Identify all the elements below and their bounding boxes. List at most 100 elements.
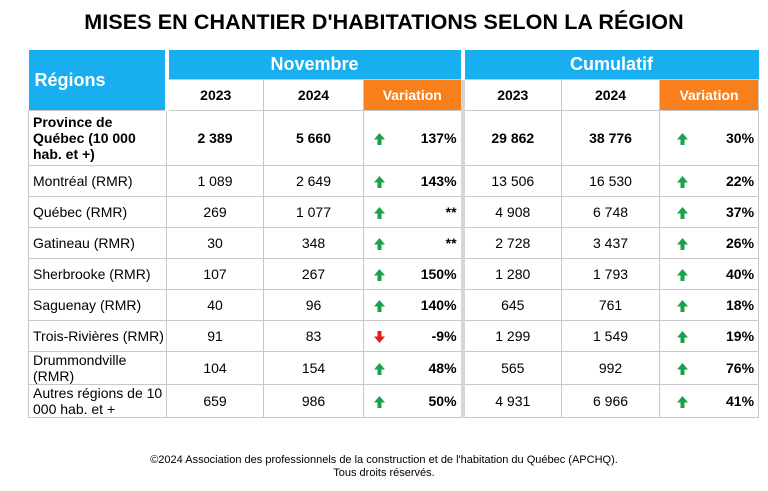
nov-2023-value: 2 389	[166, 110, 264, 166]
cum-variation-value: 41%	[704, 384, 760, 418]
header-nov-variation: Variation	[362, 79, 465, 111]
nov-2024-value: 5 660	[263, 110, 364, 166]
arrow-up-icon	[363, 289, 395, 321]
nov-2023-value: 40	[166, 289, 264, 321]
region-name: Trois-Rivières (RMR)	[28, 320, 167, 352]
cum-2023-value: 29 862	[462, 110, 563, 166]
cum-variation-value: 19%	[704, 320, 760, 352]
cum-2023-value: 4 908	[462, 196, 563, 228]
table-row: Sherbrooke (RMR) 107 267 150% 1 280 1 793 40%	[28, 258, 760, 290]
arrow-up-icon	[363, 196, 395, 228]
cum-2023-value: 4 931	[462, 384, 563, 418]
region-name: Autres régions de 10 000 hab. et +	[28, 384, 167, 418]
nov-2023-value: 91	[166, 320, 264, 352]
arrow-up-icon	[363, 110, 395, 166]
arrow-up-icon	[659, 110, 705, 166]
nov-2024-value: 267	[263, 258, 364, 290]
cum-2023-value: 565	[462, 351, 563, 385]
header-cum-variation: Variation	[659, 79, 760, 111]
copyright-line: ©2024 Association des professionnels de …	[150, 454, 618, 466]
page-title: MISES EN CHANTIER D'HABITATIONS SELON LA…	[84, 10, 684, 34]
cum-2024-value: 1 793	[561, 258, 661, 290]
copyright-footer: ©2024 Association des professionnels de …	[0, 454, 768, 480]
table-row: Autres régions de 10 000 hab. et +659 986…	[28, 384, 760, 418]
nov-variation-value: 150%	[394, 258, 465, 290]
arrow-up-icon	[659, 227, 705, 259]
region-name: Gatineau (RMR)	[28, 227, 167, 259]
nov-variation-value: 48%	[394, 351, 465, 385]
region-name: Québec (RMR)	[28, 196, 167, 228]
header-cum-2024: 2024	[561, 79, 661, 111]
cum-variation-value: 30%	[704, 110, 760, 166]
header-regions: Régions	[28, 50, 169, 111]
nov-variation-value: 50%	[394, 384, 465, 418]
table-row: Drummondville (RMR) 104 154 48% 565 992 76%	[28, 351, 760, 385]
cum-2024-value: 16 530	[561, 165, 661, 197]
table-row: Province de Québec (10 000 hab. et +) 2 3…	[28, 110, 760, 166]
cum-2023-value: 1 280	[462, 258, 563, 290]
table-body: Province de Québec (10 000 hab. et +) 2 3…	[28, 110, 760, 418]
nov-variation-value: 137%	[394, 110, 465, 166]
nov-2023-value: 107	[166, 258, 264, 290]
arrow-up-icon	[659, 258, 705, 290]
header-nov-2023: 2023	[166, 79, 264, 111]
nov-2024-value: 83	[263, 320, 364, 352]
nov-variation-value: **	[394, 227, 465, 259]
nov-2023-value: 659	[166, 384, 264, 418]
nov-2024-value: 2 649	[263, 165, 364, 197]
arrow-up-icon	[659, 196, 705, 228]
table-row: Montréal (RMR) 1 089 2 649 143% 13 506 16 530…	[28, 165, 760, 197]
nov-2024-value: 96	[263, 289, 364, 321]
nov-2024-value: 1 077	[263, 196, 364, 228]
arrow-up-icon	[363, 351, 395, 385]
arrow-up-icon	[363, 227, 395, 259]
arrow-up-icon	[659, 384, 705, 418]
nov-2024-value: 348	[263, 227, 364, 259]
region-name: Montréal (RMR)	[28, 165, 167, 197]
cum-variation-value: 37%	[704, 196, 760, 228]
nov-variation-value: **	[394, 196, 465, 228]
table-row: Québec (RMR) 269 1 077 ** 4 908 6 748 37%	[28, 196, 760, 228]
nov-2023-value: 1 089	[166, 165, 264, 197]
cum-2023-value: 1 299	[462, 320, 563, 352]
nov-2023-value: 269	[166, 196, 264, 228]
header-cumulatif: Cumulatif	[462, 50, 759, 80]
nov-variation-value: -9%	[394, 320, 465, 352]
cum-variation-value: 40%	[704, 258, 760, 290]
arrow-up-icon	[659, 165, 705, 197]
table-row: Trois-Rivières (RMR) 91 83 -9% 1 299 1 549 19%	[28, 320, 760, 352]
table-row: Saguenay (RMR) 40 96 140% 645 761 18%	[28, 289, 760, 321]
cum-2024-value: 6 966	[561, 384, 661, 418]
cum-2023-value: 645	[462, 289, 563, 321]
nov-2024-value: 986	[263, 384, 364, 418]
cum-2024-value: 38 776	[561, 110, 661, 166]
arrow-up-icon	[659, 320, 705, 352]
nov-variation-value: 143%	[394, 165, 465, 197]
cum-2024-value: 761	[561, 289, 661, 321]
arrow-up-icon	[363, 384, 395, 418]
region-name: Province de Québec (10 000 hab. et +)	[28, 110, 167, 166]
header-nov-2024: 2024	[263, 79, 364, 111]
rights-line: Tous droits réservés.	[333, 467, 435, 479]
arrow-up-icon	[659, 351, 705, 385]
arrow-up-icon	[659, 289, 705, 321]
cum-variation-value: 22%	[704, 165, 760, 197]
region-name: Saguenay (RMR)	[28, 289, 167, 321]
region-name: Sherbrooke (RMR)	[28, 258, 167, 290]
cum-variation-value: 26%	[704, 227, 760, 259]
nov-2023-value: 30	[166, 227, 264, 259]
header-cum-2023: 2023	[462, 79, 563, 111]
cum-2023-value: 2 728	[462, 227, 563, 259]
region-name: Drummondville (RMR)	[28, 351, 167, 385]
cum-2024-value: 992	[561, 351, 661, 385]
arrow-up-icon	[363, 165, 395, 197]
arrow-up-icon	[363, 258, 395, 290]
arrow-down-icon	[363, 320, 395, 352]
cum-variation-value: 76%	[704, 351, 760, 385]
cum-2023-value: 13 506	[462, 165, 563, 197]
housing-starts-table: Régions Novembre Cumulatif 2023 2024 Var…	[28, 50, 760, 418]
header-novembre: Novembre	[166, 50, 465, 80]
cum-variation-value: 18%	[704, 289, 760, 321]
cum-2024-value: 6 748	[561, 196, 661, 228]
nov-variation-value: 140%	[394, 289, 465, 321]
